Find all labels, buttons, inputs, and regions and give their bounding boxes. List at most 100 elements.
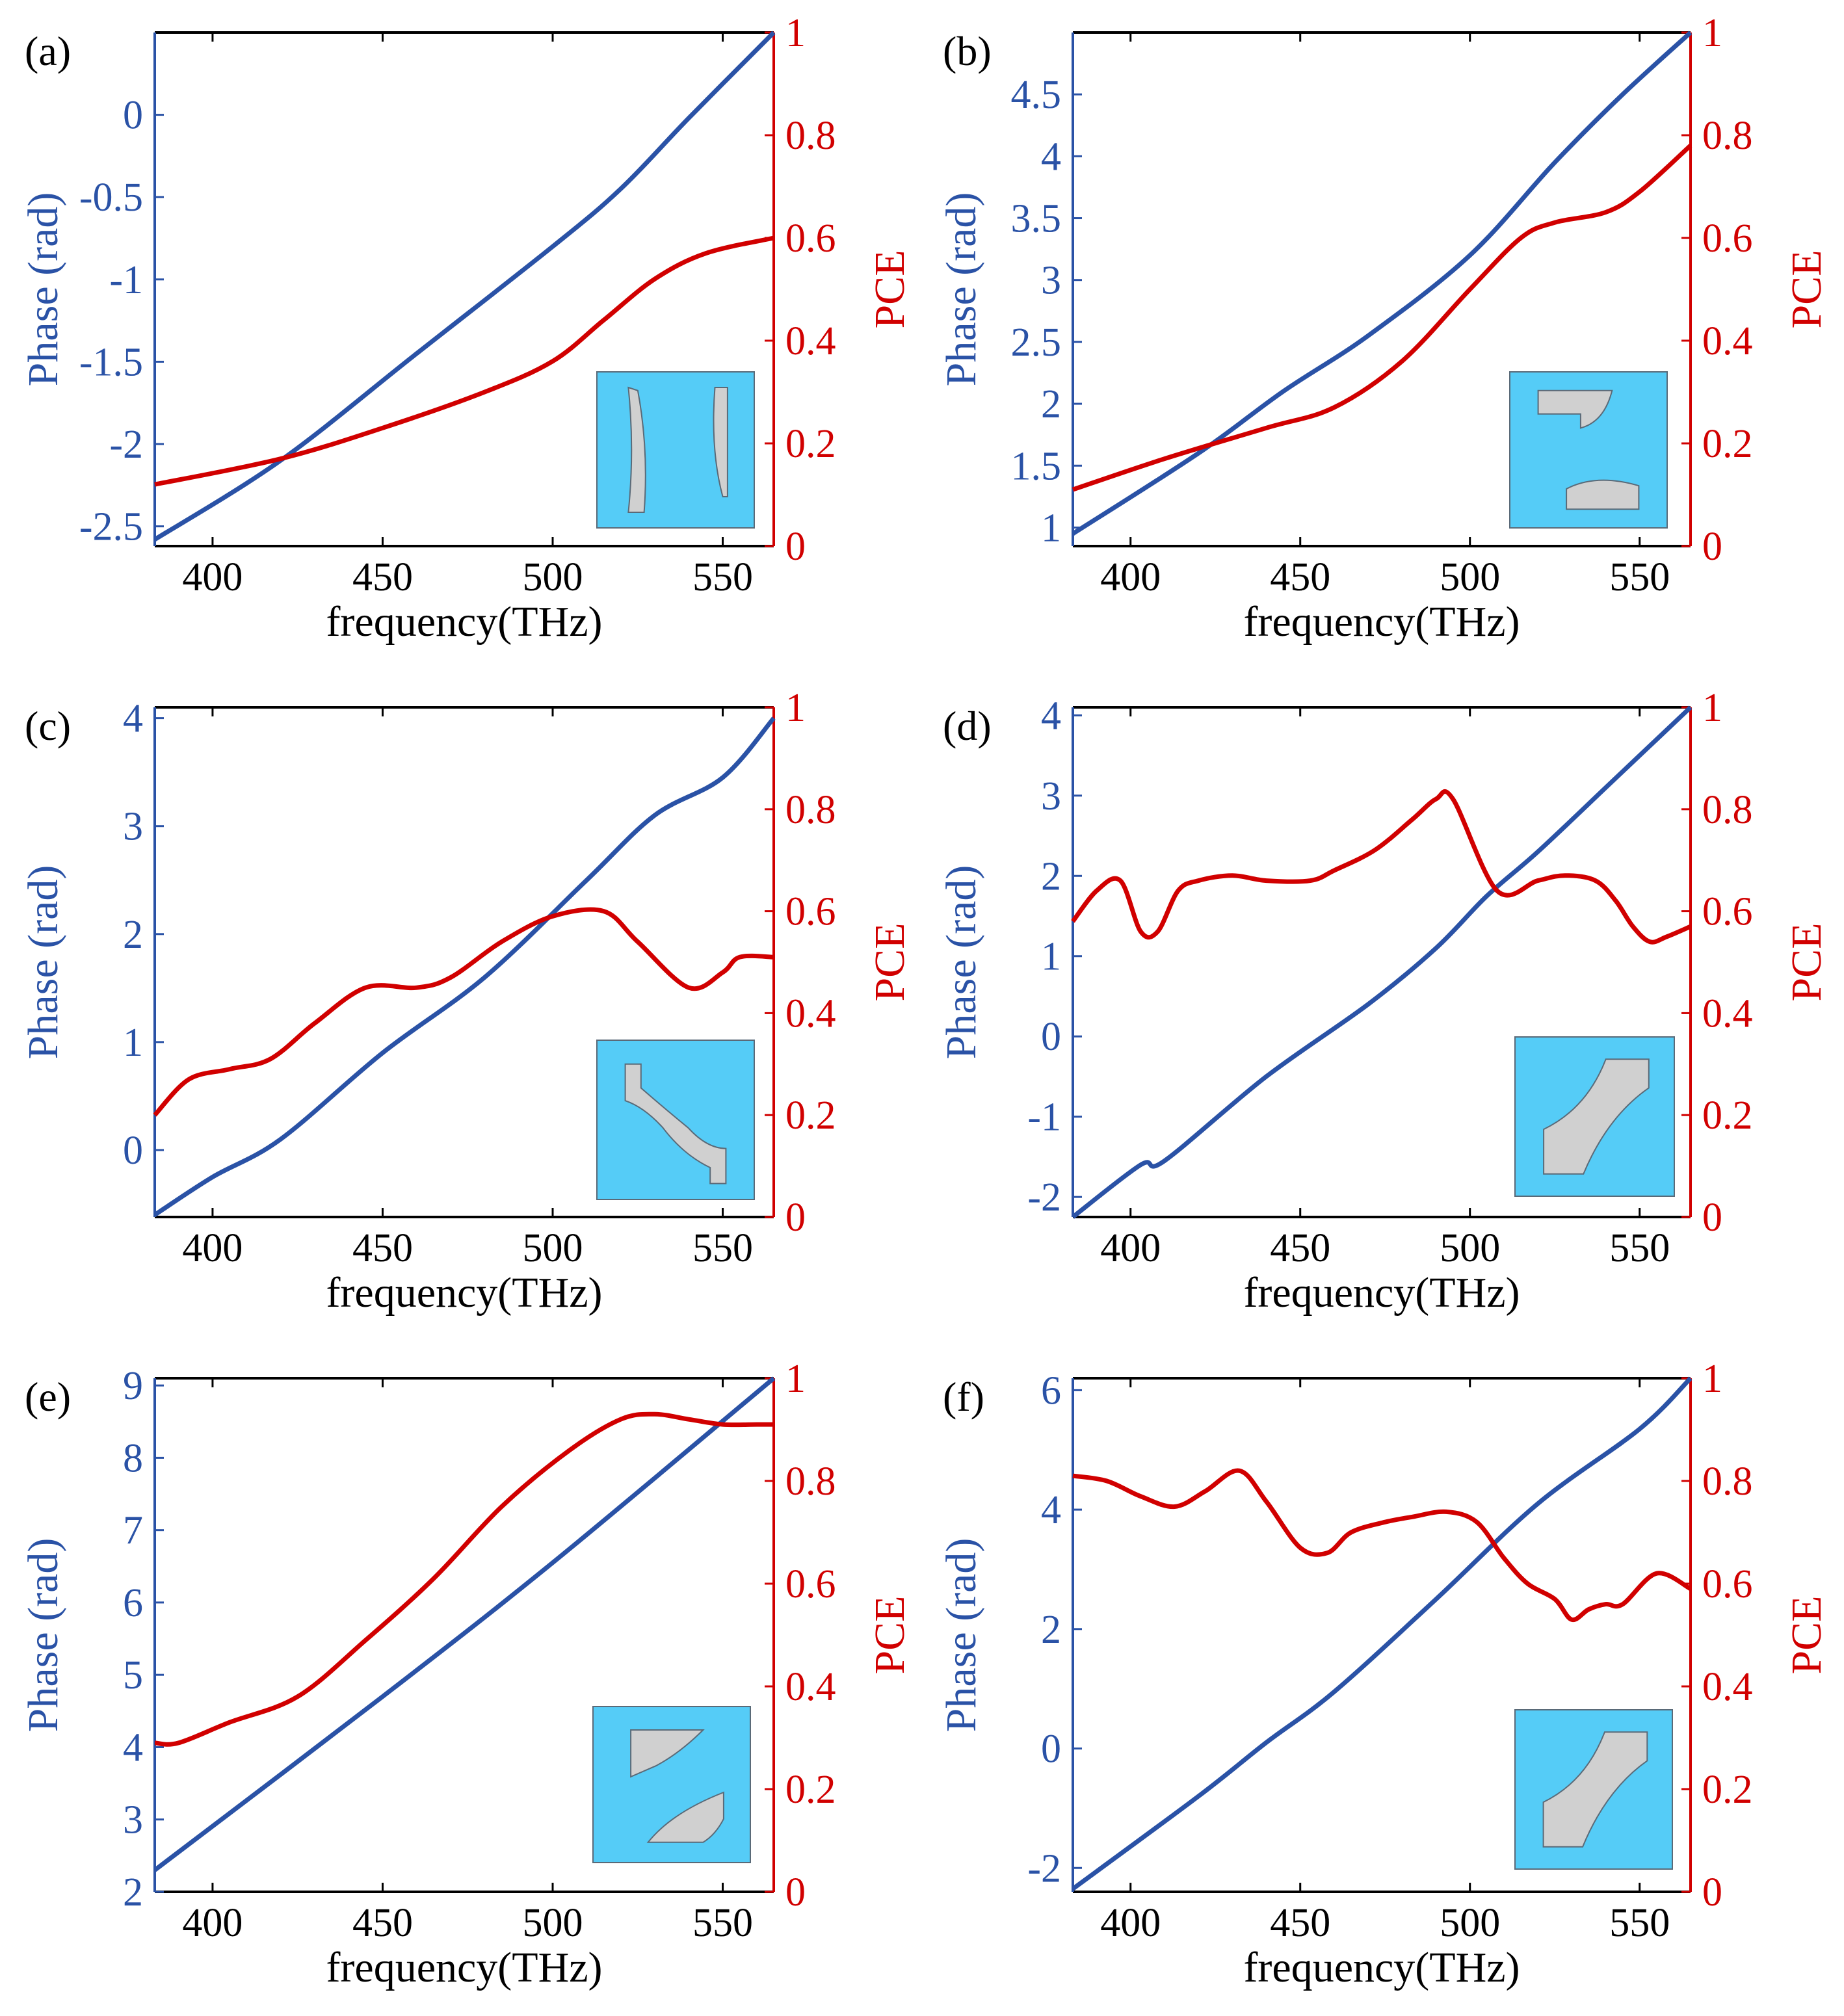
y-left-tick-label: -2	[109, 423, 143, 467]
panel-label: (b)	[943, 28, 992, 74]
phase-series-line	[153, 716, 776, 1217]
y-right-tick-label: 0.4	[1702, 991, 1753, 1036]
y-left-tick-label: -1	[1027, 1095, 1061, 1140]
y-right-axis-label: PCE	[866, 923, 914, 1001]
x-tick-label: 400	[182, 1901, 243, 1945]
y-left-tick-label: 0	[123, 1129, 143, 1173]
phase-series-line	[153, 1376, 776, 1872]
panel-label: (c)	[25, 703, 71, 749]
x-tick-label: 550	[692, 555, 753, 599]
y-right-tick-label: 0.8	[1702, 1460, 1753, 1504]
y-right-tick-label: 1	[785, 1357, 806, 1401]
x-tick-label: 450	[1270, 1226, 1330, 1270]
x-tick-label: 400	[182, 1226, 243, 1270]
x-tick-label: 450	[352, 1226, 413, 1270]
structure-inset	[596, 1040, 755, 1200]
x-axis-label: frequency(THz)	[326, 598, 602, 646]
inset-shape-2	[646, 1791, 724, 1843]
y-left-tick-label: 4	[1041, 694, 1061, 738]
y-left-tick-label: -0.5	[79, 176, 143, 220]
y-left-tick-label: 0	[1041, 1727, 1061, 1772]
y-right-tick-label: 1	[785, 11, 806, 55]
y-right-axis-label: PCE	[1783, 1595, 1830, 1674]
y-left-tick-label: 6	[1041, 1368, 1061, 1413]
inset-shape-1	[630, 1729, 705, 1778]
panel-label: (a)	[25, 28, 71, 74]
x-tick-label: 550	[1609, 1226, 1670, 1270]
phase-series-line	[1071, 1376, 1693, 1891]
panel-label: (d)	[943, 703, 992, 749]
y-right-tick-label: 0.6	[1702, 1562, 1753, 1606]
y-right-tick-label: 1	[1702, 1357, 1722, 1401]
pce-series-line	[154, 235, 774, 487]
panel-d: 400 450 500 550 -2 -1 0 1 2 3 4 0 0.2 0.4 0.6 0.8 1 frequ…	[938, 686, 1830, 1316]
pce-series-line	[153, 907, 774, 1117]
y-left-tick-label: 4	[123, 1725, 143, 1770]
y-left-axis-label: Phase (rad)	[938, 192, 985, 387]
y-right-tick-label: 0.8	[785, 1460, 836, 1504]
y-right-tick-label: 0	[785, 525, 806, 569]
y-right-tick-label: 0.2	[1702, 1093, 1753, 1138]
x-tick-label: 550	[692, 1226, 753, 1270]
y-left-axis-label: Phase (rad)	[20, 865, 67, 1060]
y-right-axis-label: PCE	[1783, 923, 1830, 1001]
y-right-tick-label: 0	[1702, 525, 1722, 569]
pce-series-line	[1072, 144, 1693, 492]
y-right-tick-label: 0	[1702, 1196, 1722, 1240]
y-right-tick-label: 0.2	[1702, 1768, 1753, 1812]
y-left-tick-label: 4.5	[1011, 73, 1062, 117]
inset-shape-2	[713, 387, 728, 497]
x-axis-label: frequency(THz)	[1243, 598, 1520, 646]
y-left-axis-label: Phase (rad)	[20, 1538, 67, 1733]
x-tick-label: 450	[352, 555, 413, 599]
y-left-tick-label: 2	[1041, 854, 1061, 898]
y-right-tick-label: 1	[1702, 686, 1722, 730]
y-left-tick-label: -1.5	[79, 340, 143, 384]
panel-f: 400 450 500 550 -2 0 2 4 6 0 0.2 0.4 0.6 0.8 1 frequenc…	[938, 1357, 1830, 1991]
y-left-tick-label: 2.5	[1011, 321, 1062, 365]
y-right-tick-label: 0.4	[785, 319, 836, 363]
y-left-tick-label: 1	[123, 1021, 143, 1065]
panel-c: 400 450 500 550 0 1 2 3 4 0 0.2 0.4 0.6 0.8 1 frequency…	[20, 686, 914, 1316]
y-left-tick-label: -2	[1027, 1846, 1061, 1891]
y-right-tick-label: 0.4	[785, 1665, 836, 1709]
y-left-tick-label: 3	[123, 1798, 143, 1842]
x-tick-label: 450	[1270, 555, 1330, 599]
inset-shape-1	[1542, 1731, 1648, 1848]
y-right-tick-label: 0.6	[785, 890, 836, 934]
x-axis-label: frequency(THz)	[1243, 1944, 1520, 1991]
x-tick-label: 550	[692, 1901, 753, 1945]
x-tick-label: 550	[1609, 1901, 1670, 1945]
x-tick-label: 500	[1440, 555, 1500, 599]
y-right-tick-label: 0.8	[785, 114, 836, 158]
phase-series-line	[153, 31, 776, 542]
x-tick-label: 400	[1100, 555, 1161, 599]
structure-inset	[1509, 371, 1668, 529]
y-left-tick-label: 3	[1041, 259, 1061, 303]
y-right-tick-label: 0.6	[785, 216, 836, 261]
x-tick-label: 500	[1440, 1901, 1500, 1945]
y-left-tick-label: 5	[123, 1653, 143, 1697]
x-tick-label: 500	[1440, 1226, 1500, 1270]
x-axis-label: frequency(THz)	[1243, 1269, 1520, 1316]
y-left-tick-label: 8	[123, 1436, 143, 1480]
structure-inset	[592, 1706, 751, 1863]
x-tick-label: 500	[523, 1226, 583, 1270]
y-right-tick-label: 0.6	[1702, 890, 1753, 934]
x-tick-label: 550	[1609, 555, 1670, 599]
y-right-tick-label: 0.4	[1702, 319, 1753, 363]
y-right-axis-label: PCE	[866, 1595, 914, 1674]
x-tick-label: 500	[523, 1901, 583, 1945]
x-tick-label: 400	[1100, 1901, 1161, 1945]
y-left-tick-label: 4	[123, 697, 143, 741]
y-left-axis-label: Phase (rad)	[20, 192, 67, 387]
y-left-tick-label: 9	[123, 1364, 143, 1408]
y-left-tick-label: 1.5	[1011, 444, 1062, 488]
y-left-tick-label: 0	[123, 94, 143, 138]
structure-inset	[1514, 1709, 1673, 1870]
y-right-tick-label: 0.2	[785, 1093, 836, 1138]
panel-a: 400 450 500 550 0 -0.5 -1 -1.5 -2 -2.5 0 0.2 0.4 0.6 0…	[20, 11, 914, 646]
x-axis-label: frequency(THz)	[326, 1269, 602, 1316]
y-right-tick-label: 0.2	[1702, 422, 1753, 466]
y-right-tick-label: 0	[785, 1196, 806, 1240]
